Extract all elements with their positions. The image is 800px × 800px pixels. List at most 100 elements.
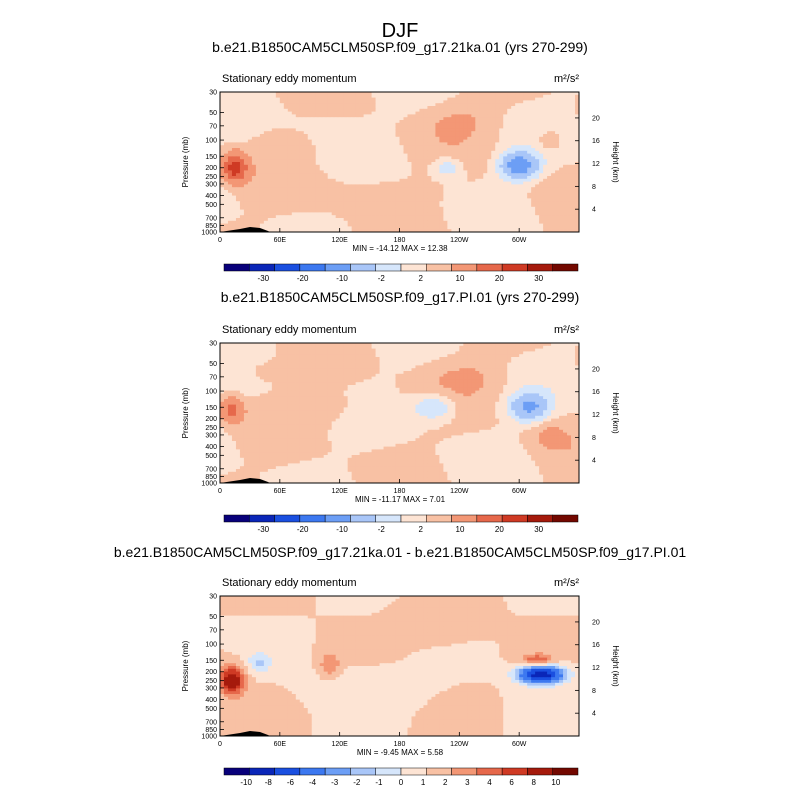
y-tick-label: 400 (205, 193, 217, 200)
colorbar-swatch (400, 263, 427, 272)
colorbar-swatch (249, 767, 275, 776)
colorbar-swatch (476, 767, 503, 776)
y-tick-label: 150 (205, 405, 217, 412)
y-tick-label: 50 (209, 614, 217, 621)
y-right-tick-label: 4 (592, 207, 596, 214)
y-tick-label: 250 (205, 678, 217, 685)
colorbar-label: 6 (509, 778, 514, 787)
y-right-tick-label: 4 (592, 711, 596, 718)
colorbar-swatch (375, 767, 402, 776)
minmax-label: MIN = -11.17 MAX = 7.01 (355, 495, 446, 504)
x-tick-label: 120W (450, 488, 469, 495)
figure-title: DJF (382, 20, 419, 42)
colorbar-label: 2 (443, 778, 448, 787)
colorbar-label: -3 (331, 778, 339, 787)
colorbar-swatch (552, 514, 579, 523)
x-tick-label: 0 (218, 741, 222, 748)
y-right-tick-label: 12 (592, 161, 600, 168)
y-right-tick-label: 16 (592, 642, 600, 649)
colorbar-swatch (552, 263, 579, 272)
colorbar-swatch (501, 767, 528, 776)
y-tick-label: 70 (209, 374, 217, 381)
colorbar-swatch (476, 263, 503, 272)
y-right-tick-label: 12 (592, 665, 600, 672)
colorbar-label: -8 (265, 778, 273, 787)
x-tick-label: 0 (218, 488, 222, 495)
panel-units: m²/s² (554, 73, 579, 85)
y-right-tick-label: 16 (592, 138, 600, 145)
y-tick-label: 200 (205, 416, 217, 423)
colorbar-label: 20 (495, 525, 504, 534)
y-right-tick-label: 12 (592, 412, 600, 419)
y-tick-label: 700 (205, 719, 217, 726)
y-tick-label: 30 (209, 341, 217, 348)
colorbar-label: -30 (258, 525, 270, 534)
colorbar-label: -4 (309, 778, 317, 787)
colorbar-swatch (324, 263, 351, 272)
colorbar-swatch (375, 263, 402, 272)
y-tick-label: 70 (209, 627, 217, 634)
x-tick-label: 120W (450, 741, 469, 748)
panel-subtitle: Stationary eddy momentum (222, 73, 357, 85)
colorbar-swatch (400, 514, 427, 523)
colorbar-swatch (451, 263, 478, 272)
y-tick-label: 700 (205, 215, 217, 222)
x-tick-label: 60E (274, 237, 287, 244)
colorbar-swatch (299, 514, 326, 523)
y-tick-label: 1000 (201, 230, 217, 237)
y-right-tick-label: 20 (592, 115, 600, 122)
panel-units: m²/s² (554, 324, 579, 336)
colorbar-swatch (249, 263, 275, 272)
colorbar-label: -10 (240, 778, 252, 787)
colorbar-label: -10 (336, 274, 348, 283)
colorbar-label: 30 (534, 274, 543, 283)
colorbar-label: 20 (495, 274, 504, 283)
x-tick-label: 180 (394, 741, 406, 748)
colorbar-label: 30 (534, 525, 543, 534)
y-right-tick-label: 8 (592, 688, 596, 695)
minmax-label: MIN = -9.45 MAX = 5.58 (357, 748, 444, 757)
y-tick-label: 250 (205, 174, 217, 181)
x-tick-label: 0 (218, 237, 222, 244)
colorbar-swatch (426, 767, 452, 776)
x-tick-label: 120E (331, 488, 348, 495)
x-tick-label: 180 (394, 237, 406, 244)
colorbar-label: -10 (336, 525, 348, 534)
colorbar-swatch (527, 767, 553, 776)
colorbar-swatch (299, 767, 326, 776)
panel-3: b.e21.B1850CAM5CLM50SP.f09_g17.21ka.01 -… (114, 544, 687, 787)
colorbar-label: 2 (418, 274, 423, 283)
colorbar-swatch (299, 263, 326, 272)
colorbar-swatch (400, 767, 427, 776)
colorbar-swatch (552, 767, 579, 776)
colorbar-label: -2 (378, 274, 386, 283)
colorbar-swatch (451, 767, 478, 776)
y-right-axis-label: Height (km) (611, 645, 620, 687)
colorbar-label: -20 (297, 525, 309, 534)
panel-title: b.e21.B1850CAM5CLM50SP.f09_g17.21ka.01 -… (114, 544, 687, 560)
colorbar-swatch (476, 514, 503, 523)
y-tick-label: 1000 (201, 734, 217, 741)
y-tick-label: 100 (205, 642, 217, 649)
colorbar-swatch (350, 263, 376, 272)
colorbar-swatch (223, 263, 250, 272)
x-tick-label: 60W (512, 741, 527, 748)
y-tick-label: 30 (209, 90, 217, 97)
y-tick-label: 500 (205, 202, 217, 209)
colorbar-swatch (274, 767, 301, 776)
colorbar-label: 4 (487, 778, 492, 787)
y-right-tick-label: 20 (592, 619, 600, 626)
y-tick-label: 200 (205, 165, 217, 172)
colorbar-swatch (274, 514, 301, 523)
field (220, 92, 579, 232)
y-axis-label: Pressure (mb) (181, 136, 190, 187)
panel-title: b.e21.B1850CAM5CLM50SP.f09_g17.21ka.01 (… (212, 39, 588, 55)
y-tick-label: 850 (205, 474, 217, 481)
field (220, 596, 579, 736)
colorbar-label: -20 (297, 274, 309, 283)
colorbar-swatch (350, 514, 376, 523)
y-tick-label: 500 (205, 706, 217, 713)
y-tick-label: 1000 (201, 481, 217, 488)
panel-2: b.e21.B1850CAM5CLM50SP.f09_g17.PI.01 (yr… (181, 289, 620, 534)
colorbar-label: -2 (378, 525, 386, 534)
